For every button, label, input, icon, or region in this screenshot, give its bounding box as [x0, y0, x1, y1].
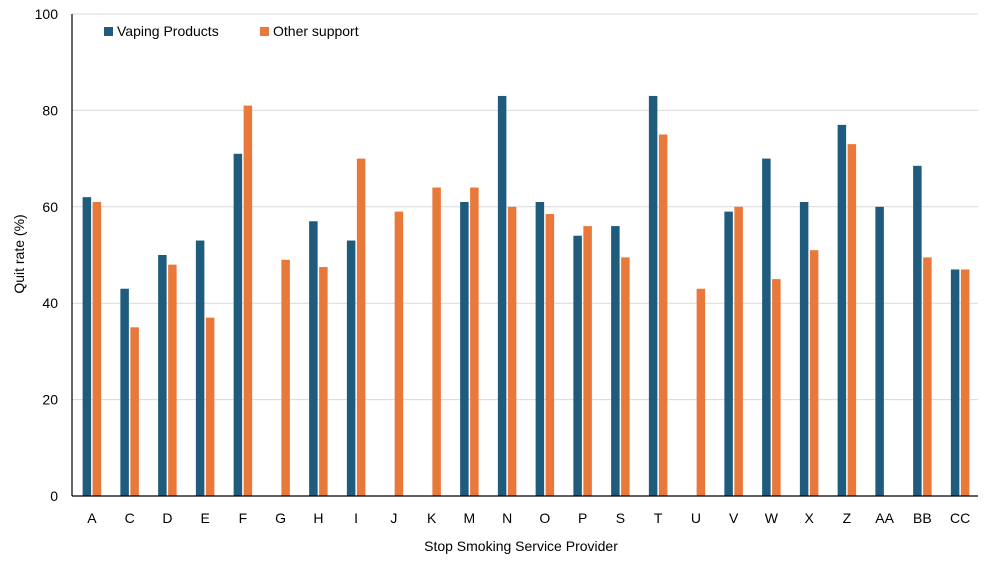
bar-other-support-c [130, 327, 139, 496]
x-tick-label: P [578, 510, 587, 526]
bar-vaping-products-aa [875, 206, 884, 497]
bar-other-support-w [772, 279, 781, 496]
bar-vaping-products-c [120, 288, 129, 496]
bar-other-support-i [356, 158, 366, 496]
bar-vaping-products-w [762, 158, 771, 496]
x-tick-label: N [502, 510, 512, 526]
bar-vaping-products-cc [950, 269, 960, 496]
bar-vaping-products-x [799, 201, 809, 497]
bar-vaping-products-z [837, 124, 847, 497]
y-tick-label: 60 [42, 199, 58, 215]
bar-other-support-m [470, 187, 479, 496]
x-tick-label: F [239, 510, 248, 526]
bar-other-support-p [583, 226, 592, 496]
y-axis-title: Quit rate (%) [11, 214, 27, 293]
bar-vaping-products-d [158, 255, 167, 496]
bar-vaping-products-o [535, 201, 545, 497]
y-tick-label: 80 [42, 102, 58, 118]
x-tick-label: O [539, 510, 550, 526]
bar-other-support-d [168, 264, 177, 496]
bar-other-support-g [281, 259, 290, 496]
bar-other-support-n [507, 206, 517, 497]
gridlines [72, 13, 978, 401]
bar-other-support-s [621, 257, 630, 496]
x-tick-label: U [691, 510, 701, 526]
bar-other-support-j [394, 211, 404, 496]
x-tick-label: W [765, 510, 779, 526]
bar-other-support-u [696, 288, 706, 496]
x-tick-label: Z [843, 510, 852, 526]
bars [82, 95, 970, 497]
bar-other-support-h [319, 267, 328, 496]
bar-vaping-products-e [195, 240, 205, 496]
bar-other-support-e [205, 317, 215, 496]
bar-vaping-products-p [573, 235, 582, 496]
legend-swatch [260, 27, 269, 36]
x-tick-label: V [729, 510, 739, 526]
bar-other-support-f [243, 105, 253, 496]
x-tick-label: CC [950, 510, 970, 526]
y-tick-label: 0 [50, 488, 58, 504]
bar-other-support-t [658, 134, 668, 496]
x-tick-label: S [616, 510, 625, 526]
bar-vaping-products-a [82, 197, 92, 496]
x-tick-label: D [162, 510, 172, 526]
bar-vaping-products-n [497, 95, 507, 496]
bar-other-support-cc [960, 269, 970, 496]
x-tick-label: K [427, 510, 437, 526]
bar-vaping-products-s [611, 226, 620, 496]
x-tick-label: A [87, 510, 97, 526]
x-tick-label: C [125, 510, 135, 526]
x-axis-title: Stop Smoking Service Provider [424, 538, 618, 554]
legend-label: Other support [273, 23, 359, 39]
x-tick-label: H [313, 510, 323, 526]
bar-other-support-z [847, 144, 857, 496]
axes: 0 20 40 60 80 100 A C D E F G H I J K M N O P S T U V W X Z AA BB CC [35, 6, 978, 526]
x-tick-label: I [354, 510, 358, 526]
bar-vaping-products-t [648, 95, 658, 496]
y-tick-label: 40 [42, 295, 58, 311]
bar-vaping-products-i [346, 240, 356, 496]
legend-label: Vaping Products [117, 23, 219, 39]
bar-other-support-x [809, 250, 819, 496]
bar-other-support-v [734, 206, 743, 497]
x-tick-label: E [200, 510, 209, 526]
x-tick-label: G [275, 510, 286, 526]
bar-other-support-o [545, 214, 555, 496]
bar-vaping-products-f [233, 153, 243, 496]
x-tick-label: X [804, 510, 814, 526]
legend: Vaping Products Other support [104, 23, 359, 39]
x-tick-label: T [654, 510, 663, 526]
legend-swatch [104, 27, 113, 36]
bar-vaping-products-m [460, 201, 469, 497]
x-tick-label: BB [913, 510, 932, 526]
y-tick-label: 20 [42, 392, 58, 408]
bar-vaping-products-h [309, 221, 318, 496]
bar-other-support-a [92, 201, 102, 497]
x-tick-label: M [464, 510, 476, 526]
y-tick-label: 100 [35, 6, 59, 22]
x-tick-label: J [390, 510, 397, 526]
bar-vaping-products-v [724, 211, 733, 496]
bar-other-support-bb [923, 257, 932, 496]
x-tick-label: AA [875, 510, 894, 526]
bar-other-support-k [432, 187, 441, 496]
bar-vaping-products-bb [913, 165, 922, 496]
